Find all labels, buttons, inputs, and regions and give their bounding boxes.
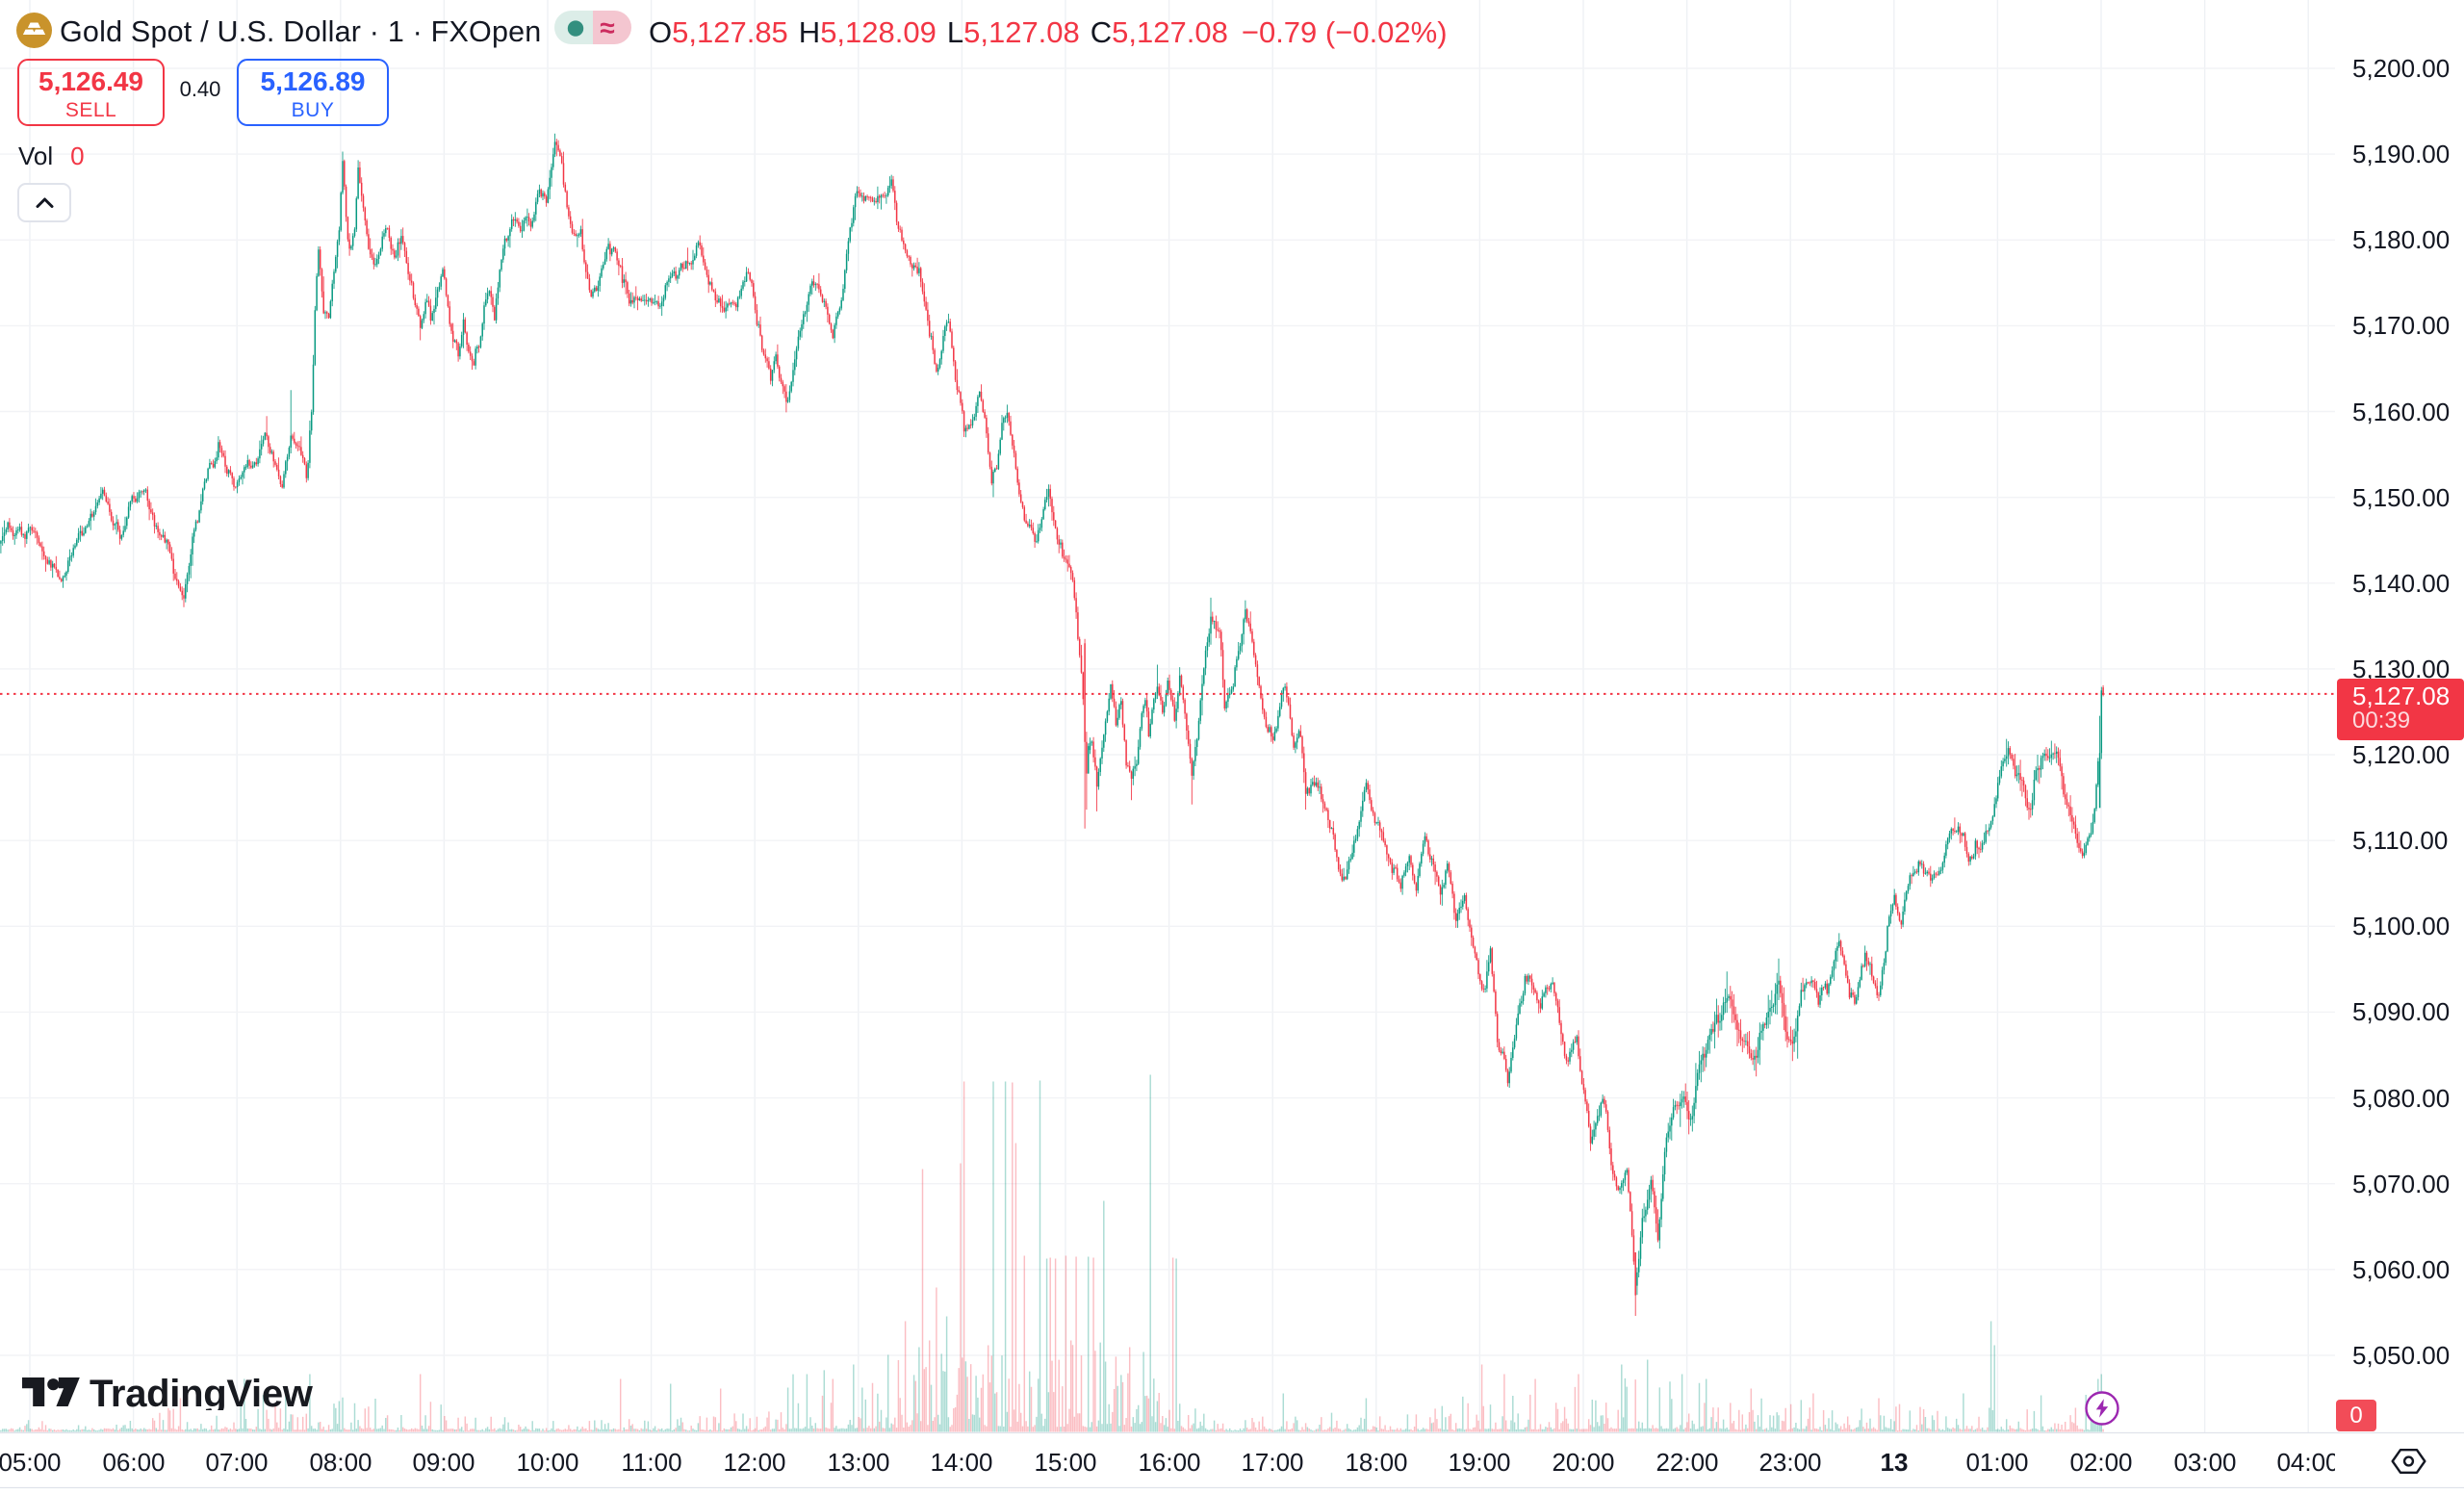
svg-text:≈: ≈	[600, 13, 614, 43]
svg-text:TradingView: TradingView	[90, 1375, 314, 1410]
